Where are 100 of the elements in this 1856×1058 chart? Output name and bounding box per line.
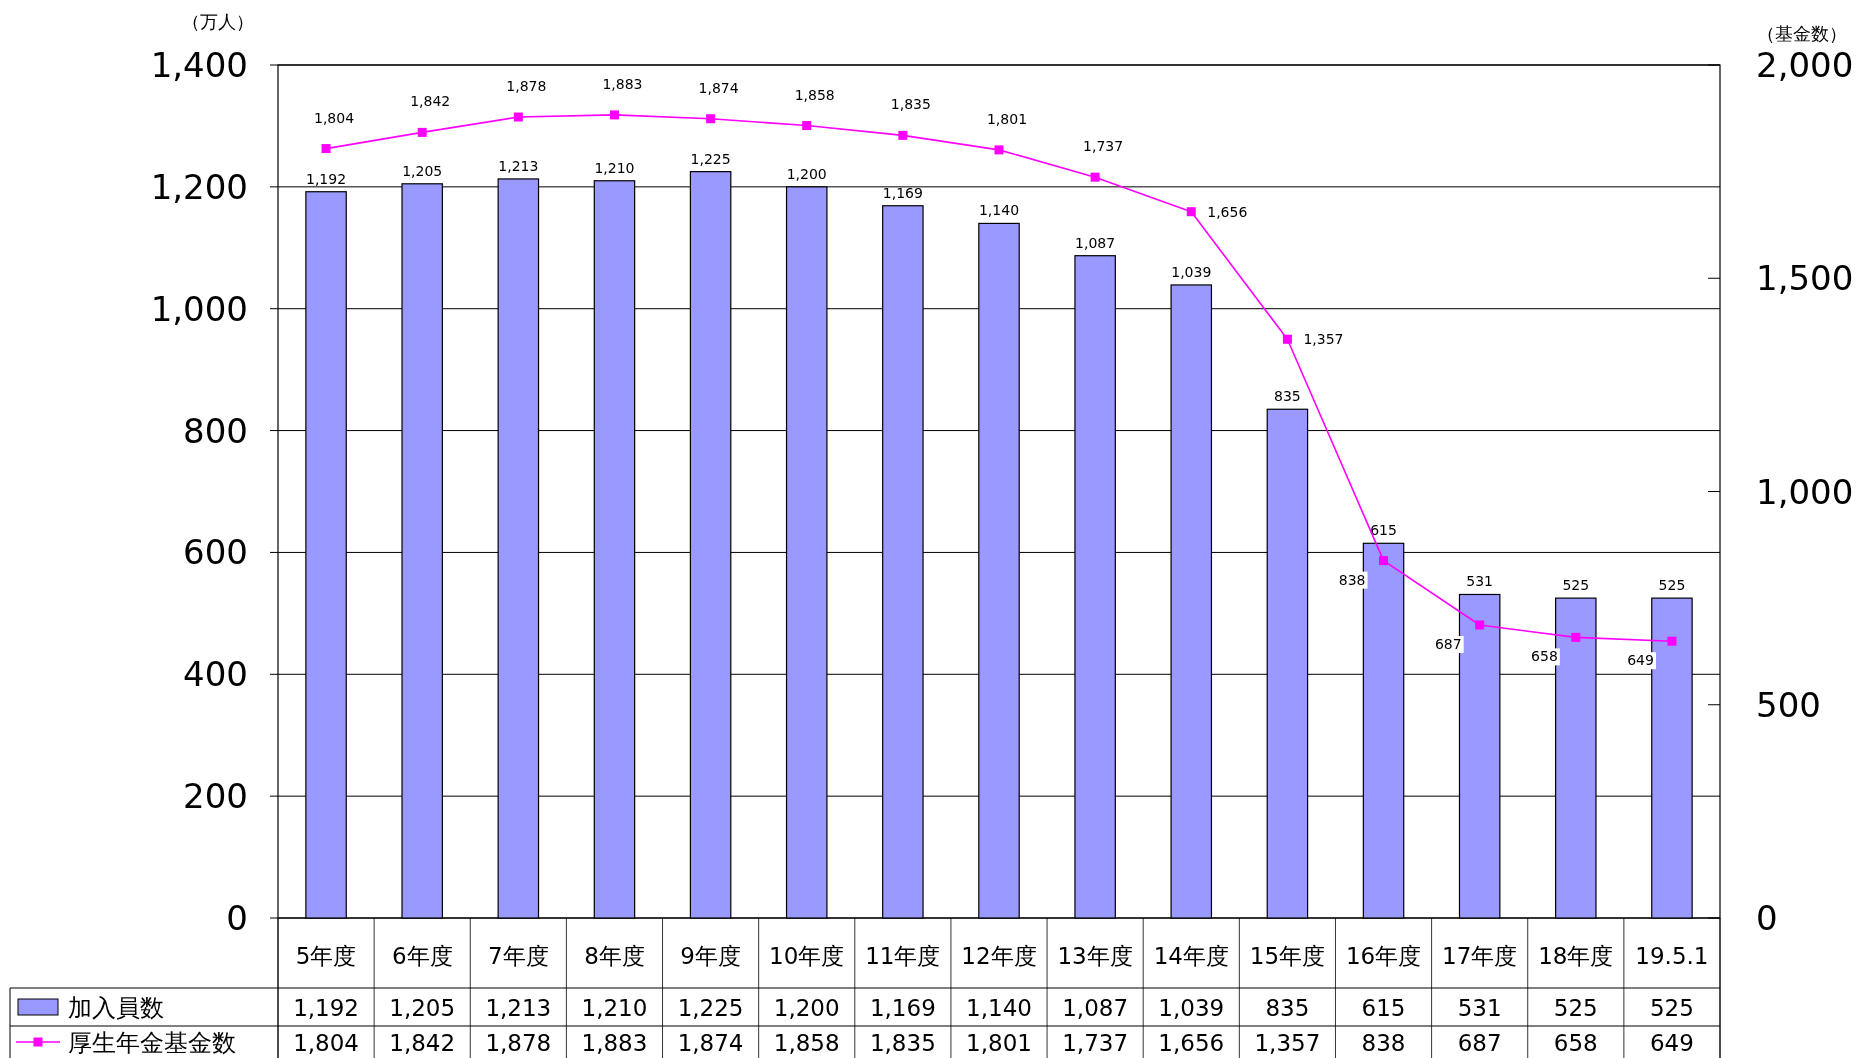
y2-tick-label: 2,000 <box>1756 45 1854 85</box>
x-tick-label: 12年度 <box>961 943 1037 969</box>
data-label: 1,883 <box>581 1030 648 1056</box>
y-tick-label: 200 <box>183 776 248 817</box>
point <box>609 110 619 120</box>
point <box>898 130 908 140</box>
text: 1,878 <box>506 78 547 95</box>
text: 1,200 <box>786 165 827 182</box>
x-tick-label: 17年度 <box>1442 943 1518 969</box>
text: 1,804 <box>314 109 355 126</box>
text: 1,858 <box>794 86 835 103</box>
data-label: 658 <box>1553 1030 1598 1056</box>
text: 1,801 <box>986 110 1028 127</box>
text: 835 <box>1274 388 1301 405</box>
text: 1,874 <box>698 79 739 96</box>
data-label: 525 <box>1553 995 1598 1021</box>
data-label: 1,140 <box>966 995 1032 1021</box>
point <box>321 144 331 154</box>
data-label: 1,737 <box>1062 1030 1129 1056</box>
point <box>1667 636 1677 646</box>
x-tick-label: 6年度 <box>391 943 453 969</box>
point <box>1571 632 1581 642</box>
text: 525 <box>1658 577 1686 594</box>
point <box>1475 620 1485 630</box>
data-label: 1,200 <box>773 995 840 1021</box>
point <box>417 127 427 137</box>
text: 649 <box>1627 652 1654 669</box>
data-label: 835 <box>1265 995 1310 1021</box>
x-tick-label: 5年度 <box>295 943 357 969</box>
y2-axis-title: （基金数） <box>1757 23 1847 44</box>
data-label: 1,801 <box>966 1030 1032 1056</box>
y-tick-label: 600 <box>183 532 248 573</box>
data-label: 1,874 <box>677 1030 744 1056</box>
y-tick-label: 800 <box>183 410 248 451</box>
x-tick-label: 8年度 <box>584 943 645 969</box>
text: 1,140 <box>978 202 1020 219</box>
text: 658 <box>1531 648 1558 665</box>
data-label: 531 <box>1457 995 1502 1021</box>
data-label: 1,858 <box>773 1030 840 1056</box>
data-label: 1,656 <box>1158 1030 1225 1056</box>
legend-label: 加入員数 <box>68 994 164 1022</box>
data-label: 687 <box>1457 1030 1502 1056</box>
point <box>1379 556 1389 566</box>
data-label: 1,804 <box>293 1030 359 1056</box>
data-label: 1,213 <box>485 995 552 1021</box>
legend-label: 厚生年金基金数 <box>68 1029 236 1057</box>
data-label: 649 <box>1649 1030 1694 1056</box>
x-tick-label: 14年度 <box>1153 943 1229 969</box>
text: 525 <box>1562 577 1590 594</box>
text: 1,039 <box>1171 263 1212 280</box>
text: 1,225 <box>690 150 731 167</box>
data-label: 1,169 <box>869 995 936 1021</box>
text: 1,210 <box>594 159 635 176</box>
text: 615 <box>1370 522 1397 539</box>
x-tick-label: 15年度 <box>1249 943 1326 969</box>
point <box>802 121 812 131</box>
point <box>706 114 716 124</box>
data-label: 1,192 <box>293 995 359 1021</box>
text: 1,213 <box>498 157 539 174</box>
data-label: 1,835 <box>869 1030 936 1056</box>
y-tick-label: 0 <box>226 898 248 938</box>
y-tick-label: 1,000 <box>150 288 248 329</box>
x-tick-label: 9年度 <box>680 943 741 969</box>
text: 1,357 <box>1303 331 1344 348</box>
data-label: 1,357 <box>1254 1030 1321 1056</box>
x-tick-label: 11年度 <box>865 943 941 969</box>
point <box>513 112 523 122</box>
x-tick-label: 16年度 <box>1345 943 1422 969</box>
y2-tick-label: 1,000 <box>1756 471 1854 512</box>
data-label: 1,087 <box>1062 995 1129 1021</box>
x-tick-label: 18年度 <box>1538 943 1614 969</box>
text: 531 <box>1466 573 1494 590</box>
x-tick-label: 7年度 <box>488 943 549 969</box>
data-label: 838 <box>1361 1030 1406 1056</box>
data-label: 1,842 <box>389 1030 456 1056</box>
text: 1,087 <box>1075 234 1116 251</box>
x-tick-label: 13年度 <box>1057 943 1133 969</box>
y-axis-title: （万人） <box>182 11 254 32</box>
y2-tick-label: 500 <box>1756 684 1821 725</box>
point <box>1282 334 1292 344</box>
y2-tick-label: 1,500 <box>1756 258 1854 299</box>
text: 1,842 <box>410 93 451 110</box>
data-label: 1,039 <box>1158 995 1225 1021</box>
text: 1,835 <box>890 96 931 113</box>
y-tick-label: 400 <box>183 654 248 695</box>
y2-tick-label: 0 <box>1756 898 1778 938</box>
data-label: 1,225 <box>677 995 744 1021</box>
text: 1,192 <box>306 170 347 187</box>
point <box>1186 207 1196 217</box>
data-label: 1,205 <box>389 995 456 1021</box>
text: 1,205 <box>402 162 443 179</box>
point <box>994 145 1004 155</box>
y-tick-label: 1,400 <box>150 45 248 85</box>
text: 1,737 <box>1083 138 1124 155</box>
text: 687 <box>1434 635 1462 652</box>
data-label: 1,878 <box>485 1030 552 1056</box>
x-tick-label: 10年度 <box>769 943 845 969</box>
data-label: 1,210 <box>581 995 648 1021</box>
y-tick-label: 1,200 <box>150 166 248 207</box>
data-label: 525 <box>1649 995 1694 1021</box>
